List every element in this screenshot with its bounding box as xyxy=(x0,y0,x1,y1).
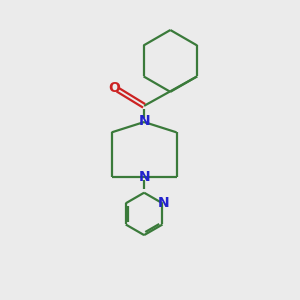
Text: O: O xyxy=(108,81,120,95)
Text: N: N xyxy=(138,170,150,184)
Text: N: N xyxy=(138,114,150,128)
Text: N: N xyxy=(158,196,170,210)
